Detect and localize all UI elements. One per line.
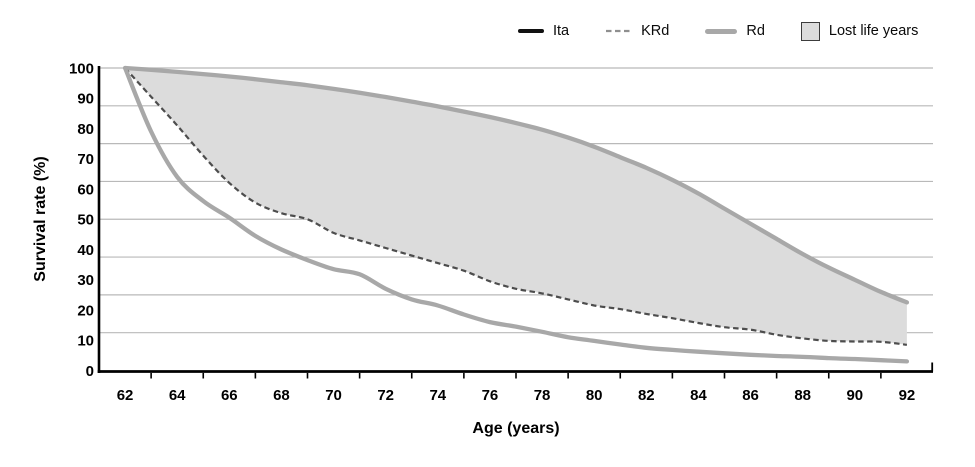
y-tick-label: 100 <box>69 60 94 77</box>
x-tick-label: 62 <box>117 387 134 404</box>
legend-item-krd: KRd <box>605 23 669 39</box>
rd-line <box>122 65 910 364</box>
legend-label-rd: Rd <box>746 23 765 39</box>
x-tick-label: 90 <box>846 387 863 404</box>
x-tick-label: 86 <box>742 387 759 404</box>
y-tick-label: 60 <box>77 181 94 198</box>
y-axis-title: Survival rate (%) <box>32 156 49 282</box>
y-tick-label: 90 <box>77 91 94 108</box>
y-tick-label: 50 <box>77 212 94 229</box>
lost-life-years-area <box>125 68 907 345</box>
y-tick-label: 70 <box>77 151 94 168</box>
x-tick-label: 82 <box>638 387 655 404</box>
x-tick-label: 80 <box>586 387 603 404</box>
x-tick-label: 72 <box>377 387 394 404</box>
x-tick-label: 88 <box>794 387 811 404</box>
rd-thick-line-icon <box>705 28 738 34</box>
y-tick-label: 0 <box>86 363 94 380</box>
x-tick-label: 68 <box>273 387 290 404</box>
legend-item-lost-life-years: Lost life years <box>800 21 919 41</box>
chart-legend: Ita KRd Rd Lost life years <box>518 16 918 46</box>
legend-label-lost-life-years: Lost life years <box>828 23 919 39</box>
y-tick-label: 20 <box>77 302 94 319</box>
ita-line <box>122 65 910 305</box>
x-axis-title: Age (years) <box>472 420 560 437</box>
legend-item-rd: Rd <box>705 23 765 39</box>
x-tick-label: 66 <box>221 387 238 404</box>
x-tick-label: 74 <box>429 387 446 404</box>
ita-solid-line-icon <box>518 29 544 33</box>
y-tick-label: 40 <box>77 242 94 259</box>
legend-item-ita: Ita <box>518 23 569 39</box>
x-tick-label: 64 <box>169 387 186 404</box>
krd-line <box>124 67 908 346</box>
y-tick-label: 10 <box>77 333 94 350</box>
krd-dashed-line-icon <box>606 29 632 33</box>
x-tick-label: 92 <box>899 387 916 404</box>
x-tick-label: 76 <box>482 387 499 404</box>
legend-label-krd: KRd <box>641 23 670 39</box>
x-tick-label: 84 <box>690 387 707 404</box>
lost-life-years-swatch-icon <box>800 21 820 41</box>
legend-label-ita: Ita <box>553 23 570 39</box>
y-tick-label: 80 <box>77 121 94 138</box>
y-tick-label: 30 <box>77 272 94 289</box>
x-tick-label: 70 <box>325 387 342 404</box>
x-tick-label: 78 <box>534 387 551 404</box>
